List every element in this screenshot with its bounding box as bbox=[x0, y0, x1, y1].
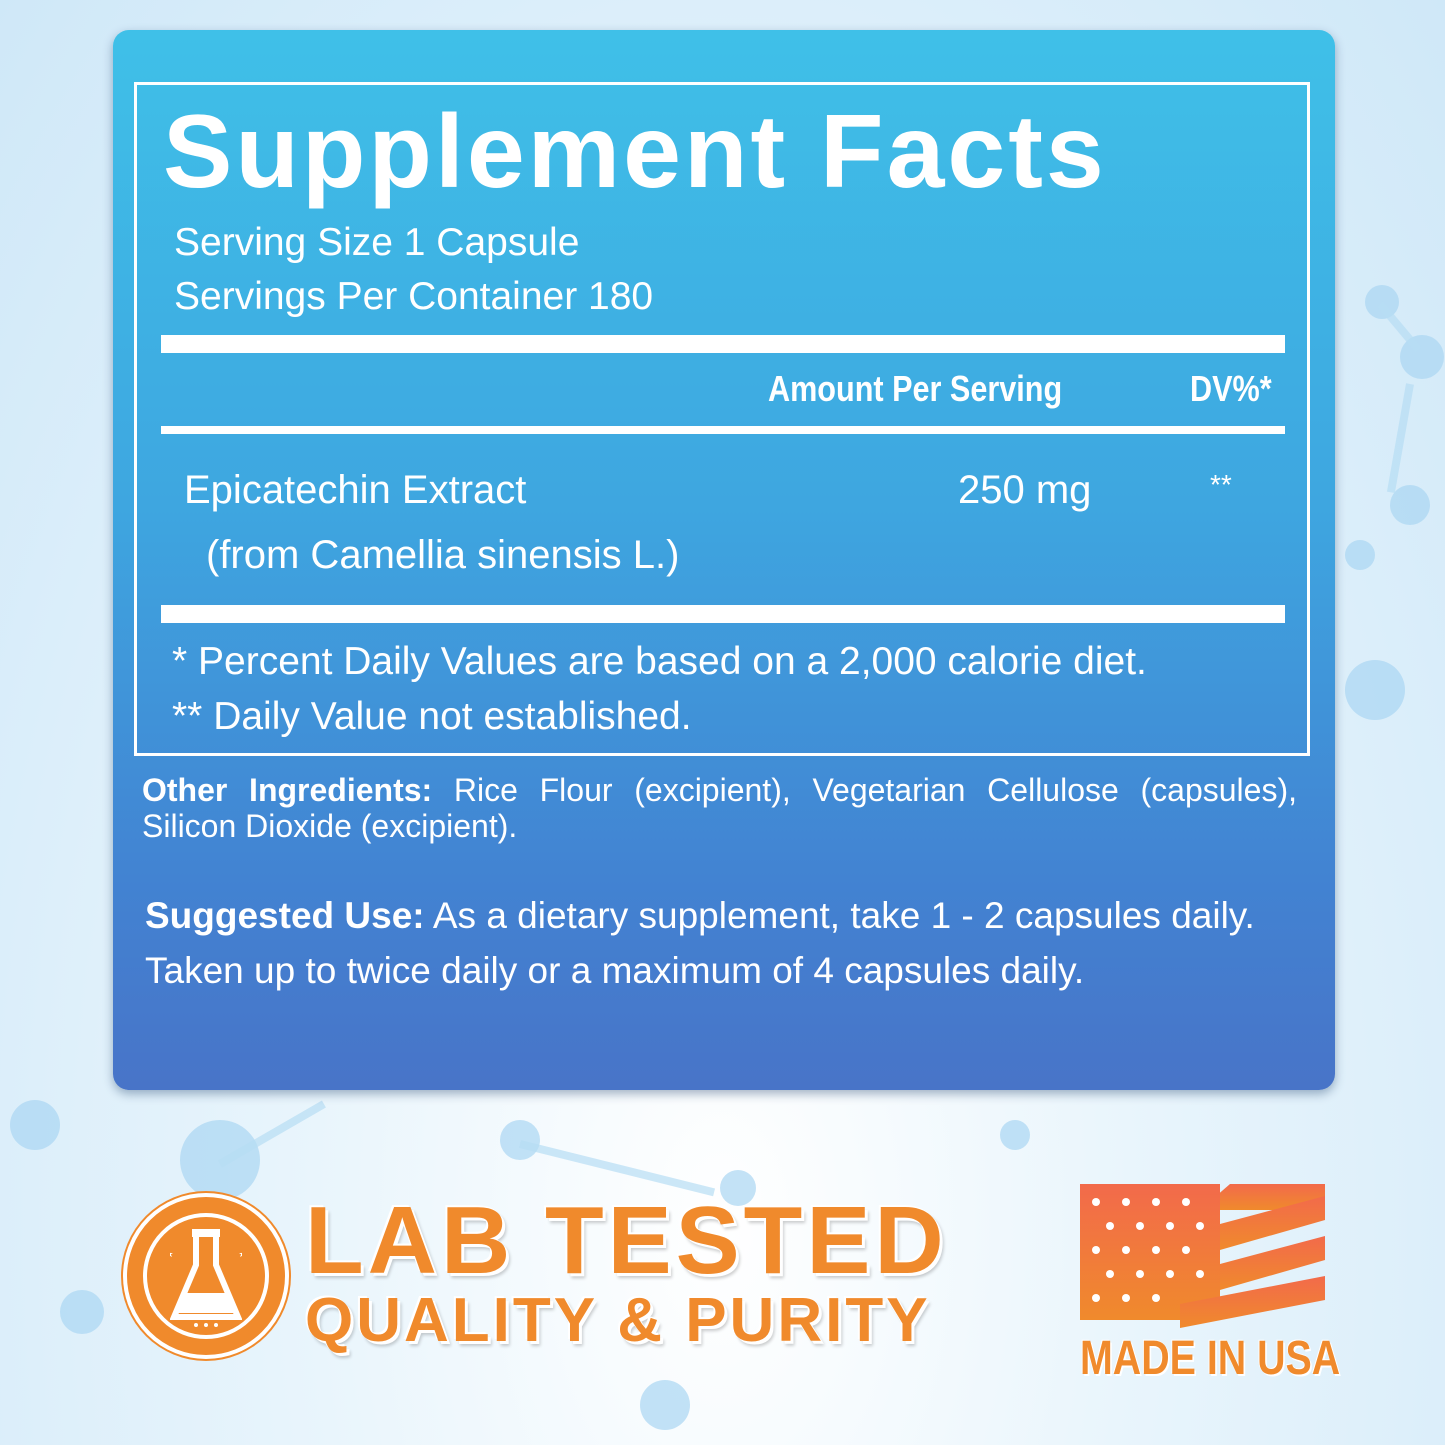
facts-box: Supplement Facts Serving Size 1 Capsule … bbox=[134, 82, 1310, 756]
made-in-usa-text: MADE IN USA bbox=[1080, 1332, 1341, 1385]
lab-tested-text: LAB TESTED bbox=[305, 1187, 948, 1294]
header-amount: Amount Per Serving bbox=[768, 368, 1063, 409]
header-dv: DV%* bbox=[1190, 368, 1272, 409]
other-ingredients-text: Rice Flour (excipient), Vegetarian Cellu… bbox=[142, 772, 1298, 844]
flask-icon bbox=[170, 1229, 242, 1327]
suggested-use-label: Suggested Use: bbox=[145, 895, 425, 936]
supplement-facts-panel: Supplement Facts Serving Size 1 Capsule … bbox=[113, 30, 1335, 1090]
divider-thick bbox=[161, 605, 1285, 623]
suggested-use: Suggested Use: As a dietary supplement, … bbox=[145, 888, 1325, 998]
divider-thick bbox=[161, 335, 1285, 353]
ingredient-dv: ** bbox=[1210, 469, 1232, 500]
ingredient-name: Epicatechin Extract bbox=[184, 468, 527, 512]
ingredient-source: (from Camellia sinensis L.) bbox=[206, 533, 680, 577]
servings-per-container: Servings Per Container 180 bbox=[174, 275, 654, 318]
facts-title: Supplement Facts bbox=[163, 94, 1107, 210]
other-ingredients-label: Other Ingredients: bbox=[142, 772, 433, 808]
footnote-2: ** Daily Value not established. bbox=[172, 695, 692, 738]
suggested-use-text: As a dietary supplement, take 1 - 2 caps… bbox=[145, 895, 1255, 991]
divider-thin bbox=[161, 426, 1285, 434]
lab-tested-seal bbox=[123, 1193, 289, 1359]
serving-size: Serving Size 1 Capsule bbox=[174, 221, 580, 264]
ingredient-amount: 250 mg bbox=[958, 468, 1092, 512]
quality-purity-text: QUALITY & PURITY bbox=[305, 1286, 931, 1355]
us-flag-icon bbox=[1080, 1184, 1325, 1328]
other-ingredients: Other Ingredients: Rice Flour (excipient… bbox=[142, 772, 1297, 844]
footnote-1: * Percent Daily Values are based on a 2,… bbox=[172, 640, 1147, 683]
